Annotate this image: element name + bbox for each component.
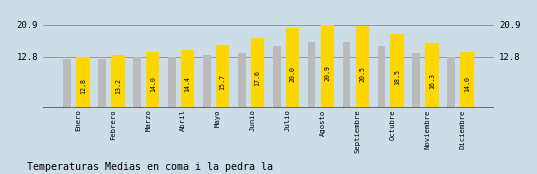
Bar [98,59,106,108]
Text: 14.4: 14.4 [185,76,191,92]
Text: 18.5: 18.5 [394,69,400,85]
Bar [308,42,315,108]
Bar [111,55,125,108]
Bar [273,46,280,108]
Text: 17.6: 17.6 [255,70,260,86]
Text: 15.7: 15.7 [220,74,226,90]
Bar [390,34,404,108]
Bar [76,57,90,108]
Text: 16.3: 16.3 [429,73,435,89]
Bar [146,52,159,108]
Text: 14.0: 14.0 [150,76,156,92]
Bar [238,53,245,108]
Bar [343,42,350,108]
Bar [216,45,229,108]
Bar [378,46,385,108]
Bar [251,38,264,108]
Bar [447,57,455,108]
Text: 20.5: 20.5 [359,66,365,82]
Text: 20.0: 20.0 [289,66,295,82]
Bar [412,53,420,108]
Text: Temperaturas Medias en coma i la pedra la: Temperaturas Medias en coma i la pedra l… [27,162,273,172]
Bar [203,55,211,108]
Bar [321,25,334,108]
Bar [133,57,141,108]
Text: 14.0: 14.0 [464,76,470,92]
Bar [181,50,194,108]
Text: 20.9: 20.9 [324,65,330,81]
Bar [63,59,71,108]
Bar [425,43,439,108]
Text: 12.8: 12.8 [80,78,86,94]
Bar [355,26,369,108]
Bar [286,28,299,108]
Text: 13.2: 13.2 [115,78,121,94]
Bar [460,52,474,108]
Bar [168,57,176,108]
